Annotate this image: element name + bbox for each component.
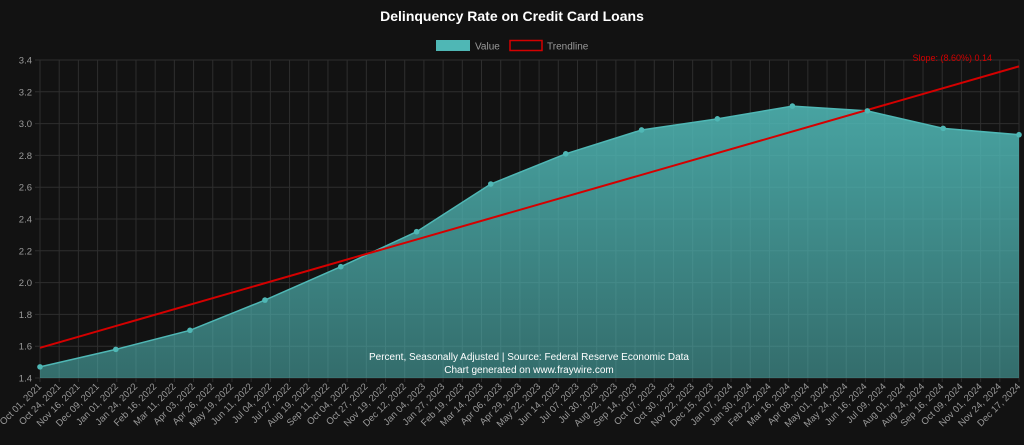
y-tick-label: 2.2: [19, 246, 32, 257]
footer-generated: Chart generated on www.fraywire.com: [444, 365, 614, 376]
legend-label-trendline: Trendline: [547, 42, 589, 53]
legend-item-value[interactable]: Value: [436, 40, 500, 53]
legend[interactable]: Value Trendline: [436, 39, 589, 53]
value-area: [39, 105, 1020, 379]
value-point[interactable]: [562, 151, 569, 157]
legend-label-value: Value: [475, 42, 500, 53]
slope-annotation: Slope: (8.60%) 0.14: [912, 53, 992, 63]
value-point[interactable]: [789, 103, 796, 109]
y-axis-ticks: 1.4 1.6 1.8 2.0 2.2 2.4 2.6 2.8 3.0 3.2 3.4: [19, 56, 32, 385]
trendline-line: [39, 65, 1020, 349]
value-point[interactable]: [413, 228, 420, 235]
value-line: [39, 105, 1020, 368]
y-tick-label: 2.8: [19, 151, 32, 162]
y-tick-label: 3.0: [19, 119, 32, 130]
y-tick-label: 3.4: [19, 56, 32, 67]
value-point[interactable]: [337, 263, 344, 270]
y-tick-label: 1.8: [19, 310, 32, 321]
value-points: [37, 103, 1022, 370]
value-area-fill: [40, 106, 1019, 379]
value-point[interactable]: [864, 108, 871, 114]
value-point[interactable]: [113, 346, 119, 353]
legend-swatch-value: [436, 40, 470, 51]
chart-title: Delinquency Rate on Credit Card Loans: [380, 8, 644, 24]
y-tick-label: 2.6: [19, 183, 32, 194]
legend-item-trendline[interactable]: Trendline: [509, 39, 589, 53]
value-point[interactable]: [487, 181, 494, 187]
footer-source: Percent, Seasonally Adjusted | Source: F…: [369, 352, 689, 363]
trendline: [39, 65, 1020, 349]
legend-swatch-trendline: [509, 39, 543, 52]
value-point[interactable]: [638, 127, 645, 133]
value-point[interactable]: [714, 116, 721, 122]
value-point[interactable]: [940, 125, 946, 132]
value-point[interactable]: [37, 364, 43, 370]
y-tick-label: 2.0: [19, 278, 32, 289]
y-tick-label: 1.4: [19, 374, 32, 385]
value-point[interactable]: [187, 327, 193, 334]
value-point[interactable]: [262, 297, 268, 303]
value-point[interactable]: [1016, 131, 1022, 138]
y-tick-label: 2.4: [19, 215, 32, 226]
y-tick-label: 1.6: [19, 342, 32, 353]
y-tick-label: 3.2: [19, 87, 32, 98]
